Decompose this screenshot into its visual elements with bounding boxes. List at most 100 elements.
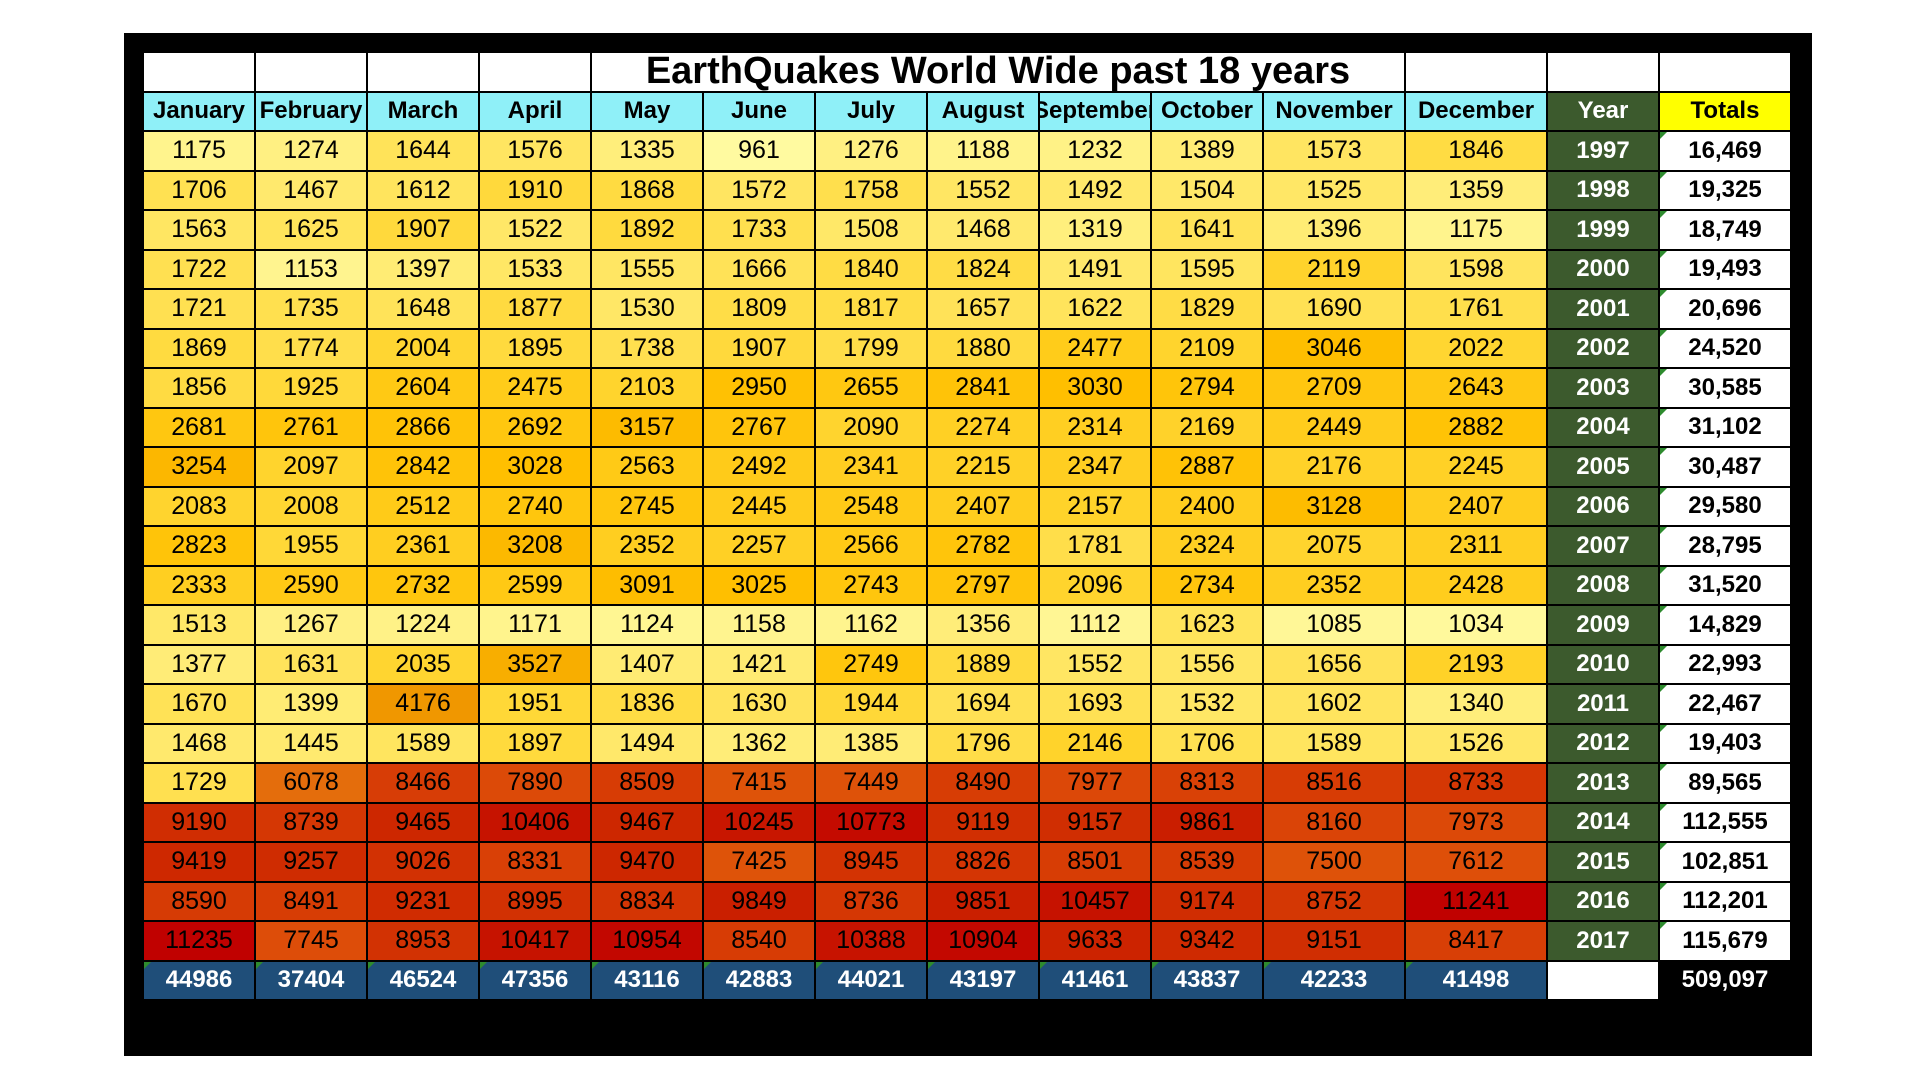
- data-cell: 2563: [592, 448, 702, 486]
- data-cell: 9174: [1152, 882, 1262, 920]
- year-cell: 2005: [1548, 448, 1658, 486]
- data-cell: 8509: [592, 764, 702, 802]
- data-cell: 1188: [928, 132, 1038, 170]
- data-cell: 1533: [480, 250, 590, 288]
- data-cell: 1846: [1406, 132, 1546, 170]
- data-cell: 1758: [816, 171, 926, 209]
- data-cell: 1644: [368, 132, 478, 170]
- data-cell: 1951: [480, 685, 590, 723]
- year-total-cell: 31,520: [1660, 566, 1790, 604]
- header-february: February: [256, 92, 366, 130]
- data-cell: 961: [704, 132, 814, 170]
- column-total-cell: 41461: [1040, 961, 1150, 999]
- data-cell: 9470: [592, 843, 702, 881]
- data-cell: 3030: [1040, 369, 1150, 407]
- data-cell: 1555: [592, 250, 702, 288]
- data-cell: 4176: [368, 685, 478, 723]
- data-cell: 6078: [256, 764, 366, 802]
- data-cell: 8331: [480, 843, 590, 881]
- year-cell: 2014: [1548, 803, 1658, 841]
- data-cell: 3091: [592, 566, 702, 604]
- year-cell: 2016: [1548, 882, 1658, 920]
- header-september: September: [1040, 92, 1150, 130]
- data-cell: 1836: [592, 685, 702, 723]
- year-total-cell: 19,325: [1660, 171, 1790, 209]
- title-row-blank-cell: [1406, 53, 1546, 91]
- data-cell: 2215: [928, 448, 1038, 486]
- data-cell: 1735: [256, 290, 366, 328]
- data-cell: 10388: [816, 922, 926, 960]
- column-total-cell: 43116: [592, 961, 702, 999]
- data-cell: 9026: [368, 843, 478, 881]
- data-cell: 9119: [928, 803, 1038, 841]
- data-cell: 2566: [816, 527, 926, 565]
- data-cell: 1563: [144, 211, 254, 249]
- data-cell: 7745: [256, 922, 366, 960]
- data-cell: 2681: [144, 408, 254, 446]
- year-total-cell: 30,585: [1660, 369, 1790, 407]
- data-cell: 10773: [816, 803, 926, 841]
- data-cell: 9190: [144, 803, 254, 841]
- data-cell: 2257: [704, 527, 814, 565]
- header-totals: Totals: [1660, 92, 1790, 130]
- data-cell: 1158: [704, 606, 814, 644]
- data-cell: 2096: [1040, 566, 1150, 604]
- year-cell: 2010: [1548, 645, 1658, 683]
- data-cell: 1530: [592, 290, 702, 328]
- data-cell: 2119: [1264, 250, 1404, 288]
- data-cell: 2492: [704, 448, 814, 486]
- data-cell: 10457: [1040, 882, 1150, 920]
- data-cell: 8826: [928, 843, 1038, 881]
- data-cell: 8417: [1406, 922, 1546, 960]
- year-cell: 1998: [1548, 171, 1658, 209]
- data-cell: 8490: [928, 764, 1038, 802]
- data-cell: 2734: [1152, 566, 1262, 604]
- data-cell: 1880: [928, 329, 1038, 367]
- data-cell: 1267: [256, 606, 366, 644]
- data-cell: 3028: [480, 448, 590, 486]
- data-cell: 1690: [1264, 290, 1404, 328]
- data-cell: 1513: [144, 606, 254, 644]
- data-cell: 1491: [1040, 250, 1150, 288]
- header-june: June: [704, 92, 814, 130]
- data-cell: 1706: [1152, 724, 1262, 762]
- data-cell: 10954: [592, 922, 702, 960]
- data-cell: 2428: [1406, 566, 1546, 604]
- column-total-cell: 43837: [1152, 961, 1262, 999]
- data-cell: 1706: [144, 171, 254, 209]
- data-cell: 8160: [1264, 803, 1404, 841]
- title-row-blank-cell: [1660, 53, 1790, 91]
- data-cell: 1869: [144, 329, 254, 367]
- data-cell: 2341: [816, 448, 926, 486]
- data-cell: 1522: [480, 211, 590, 249]
- data-cell: 1552: [928, 171, 1038, 209]
- data-cell: 9851: [928, 882, 1038, 920]
- data-cell: 1589: [1264, 724, 1404, 762]
- column-total-cell: 37404: [256, 961, 366, 999]
- data-cell: 2740: [480, 487, 590, 525]
- data-cell: 8539: [1152, 843, 1262, 881]
- data-cell: 2176: [1264, 448, 1404, 486]
- data-cell: 1656: [1264, 645, 1404, 683]
- data-cell: 2797: [928, 566, 1038, 604]
- year-cell: 2009: [1548, 606, 1658, 644]
- data-cell: 2887: [1152, 448, 1262, 486]
- data-cell: 2794: [1152, 369, 1262, 407]
- data-cell: 2274: [928, 408, 1038, 446]
- data-cell: 1445: [256, 724, 366, 762]
- column-total-cell: 41498: [1406, 961, 1546, 999]
- data-cell: 1944: [816, 685, 926, 723]
- data-cell: 1774: [256, 329, 366, 367]
- data-cell: 2866: [368, 408, 478, 446]
- data-cell: 1657: [928, 290, 1038, 328]
- data-cell: 1670: [144, 685, 254, 723]
- data-cell: 2075: [1264, 527, 1404, 565]
- data-cell: 7415: [704, 764, 814, 802]
- data-cell: 1573: [1264, 132, 1404, 170]
- data-cell: 9861: [1152, 803, 1262, 841]
- data-cell: 1572: [704, 171, 814, 209]
- column-total-cell: 42233: [1264, 961, 1404, 999]
- data-cell: 1552: [1040, 645, 1150, 683]
- data-cell: 1467: [256, 171, 366, 209]
- data-cell: 9633: [1040, 922, 1150, 960]
